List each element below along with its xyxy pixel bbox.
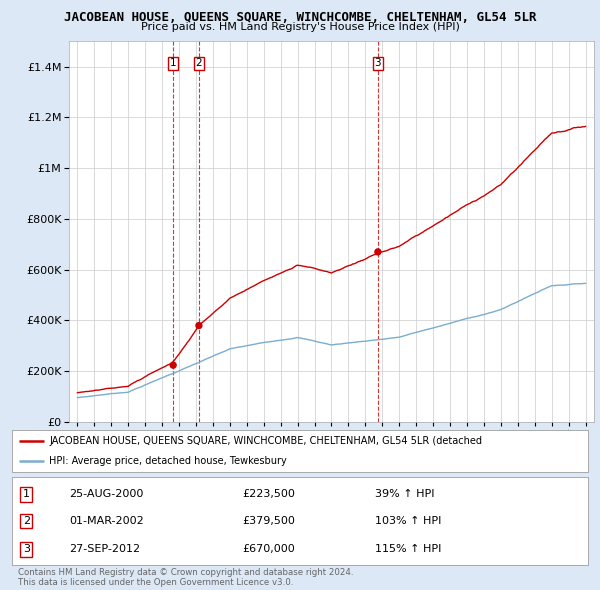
Text: 115% ↑ HPI: 115% ↑ HPI [375,545,441,554]
Point [373,247,383,257]
Text: 1: 1 [170,58,176,68]
Text: 3: 3 [374,58,381,68]
Text: 1: 1 [23,490,30,499]
Text: £223,500: £223,500 [242,490,295,499]
Text: Contains HM Land Registry data © Crown copyright and database right 2024.
This d: Contains HM Land Registry data © Crown c… [18,568,353,587]
Text: JACOBEAN HOUSE, QUEENS SQUARE, WINCHCOMBE, CHELTENHAM, GL54 5LR: JACOBEAN HOUSE, QUEENS SQUARE, WINCHCOMB… [64,11,536,24]
Text: Price paid vs. HM Land Registry's House Price Index (HPI): Price paid vs. HM Land Registry's House … [140,22,460,32]
Text: 25-AUG-2000: 25-AUG-2000 [70,490,144,499]
Text: 27-SEP-2012: 27-SEP-2012 [70,545,141,554]
Text: £379,500: £379,500 [242,516,295,526]
Text: 01-MAR-2002: 01-MAR-2002 [70,516,145,526]
Text: 103% ↑ HPI: 103% ↑ HPI [375,516,441,526]
Text: JACOBEAN HOUSE, QUEENS SQUARE, WINCHCOMBE, CHELTENHAM, GL54 5LR (detached: JACOBEAN HOUSE, QUEENS SQUARE, WINCHCOMB… [49,437,482,447]
Text: 3: 3 [23,545,30,554]
Point [169,360,178,370]
Text: 39% ↑ HPI: 39% ↑ HPI [375,490,434,499]
Point [194,321,203,330]
Text: HPI: Average price, detached house, Tewkesbury: HPI: Average price, detached house, Tewk… [49,457,287,466]
Text: 2: 2 [196,58,202,68]
Text: 2: 2 [23,516,30,526]
Text: £670,000: £670,000 [242,545,295,554]
